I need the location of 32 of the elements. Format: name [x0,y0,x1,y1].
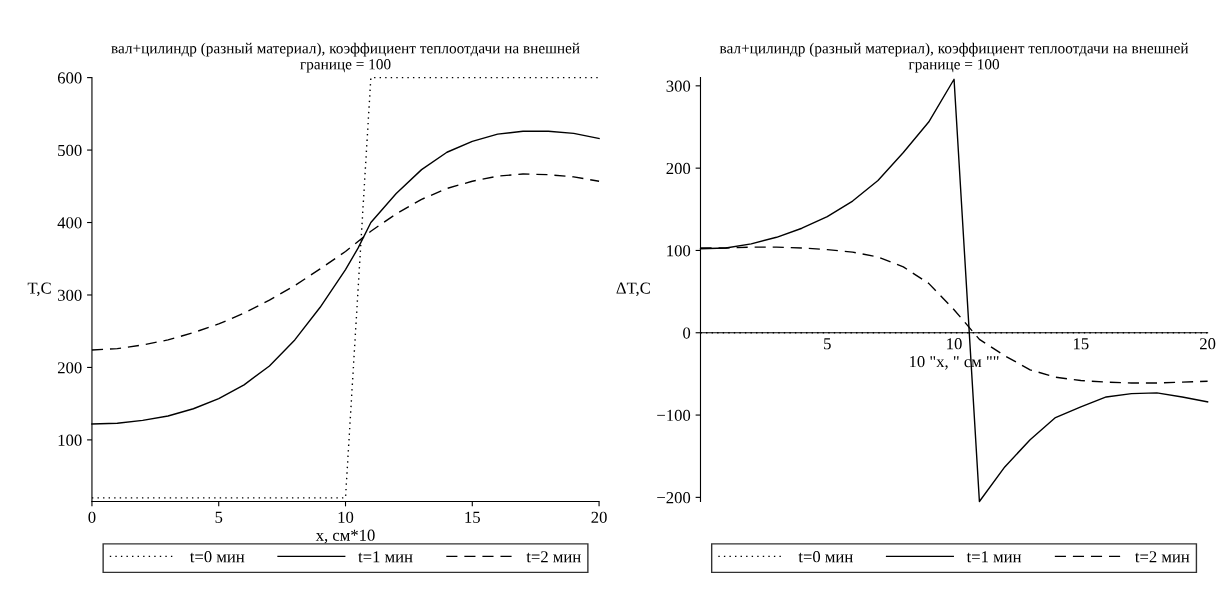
legend-label: t=1 мин [358,551,413,563]
chart-title: вал+цилиндр (разный материал), коэффициент теплоотдачи на внешней границе = 100 [719,42,1189,73]
y-tick-label: 400 [57,217,82,229]
x-axis-title: x, см*10 [315,529,375,544]
x-tick-label: 5 [824,338,831,350]
x-tick-label: 20 [1200,338,1216,350]
legend-label: t=2 мин [1135,551,1190,563]
x-tick-label: 15 [1073,338,1089,350]
y-tick-label: 200 [57,362,82,374]
legend-label: t=0 мин [798,551,853,563]
y-tick-label: 500 [58,144,82,157]
y-tick-label: 300 [58,289,82,301]
y-tick-label: 200 [666,162,691,175]
x-tick-label: 5 [215,511,223,523]
y-axis-title: ΔT,C [616,282,650,297]
legend-label: t=0 мин [189,551,245,563]
y-tick-label: −100 [657,409,691,422]
legend-label: t=1 мин [966,551,1022,563]
x-tick-label: 15 [465,511,480,523]
y-tick-label: −200 [657,492,691,504]
y-tick-label: 100 [667,245,691,257]
y-axis-title: T,C [27,282,51,297]
chart-title: вал+цилиндр (разный материал), коэффициент теплоотдачи на внешней границе = 100 [111,42,580,73]
y-tick-label: 600 [57,72,82,84]
y-tick-label: 300 [666,80,691,92]
x-tick-label: 10 [947,338,962,350]
x-tick-label: 10 [338,511,354,523]
x-tick-label: 0 [88,511,96,523]
y-tick-label: 0 [683,327,691,339]
y-tick-label: 100 [58,434,82,446]
x-tick-label: 20 [591,511,607,523]
legend-label: t=2 мин [526,551,581,563]
